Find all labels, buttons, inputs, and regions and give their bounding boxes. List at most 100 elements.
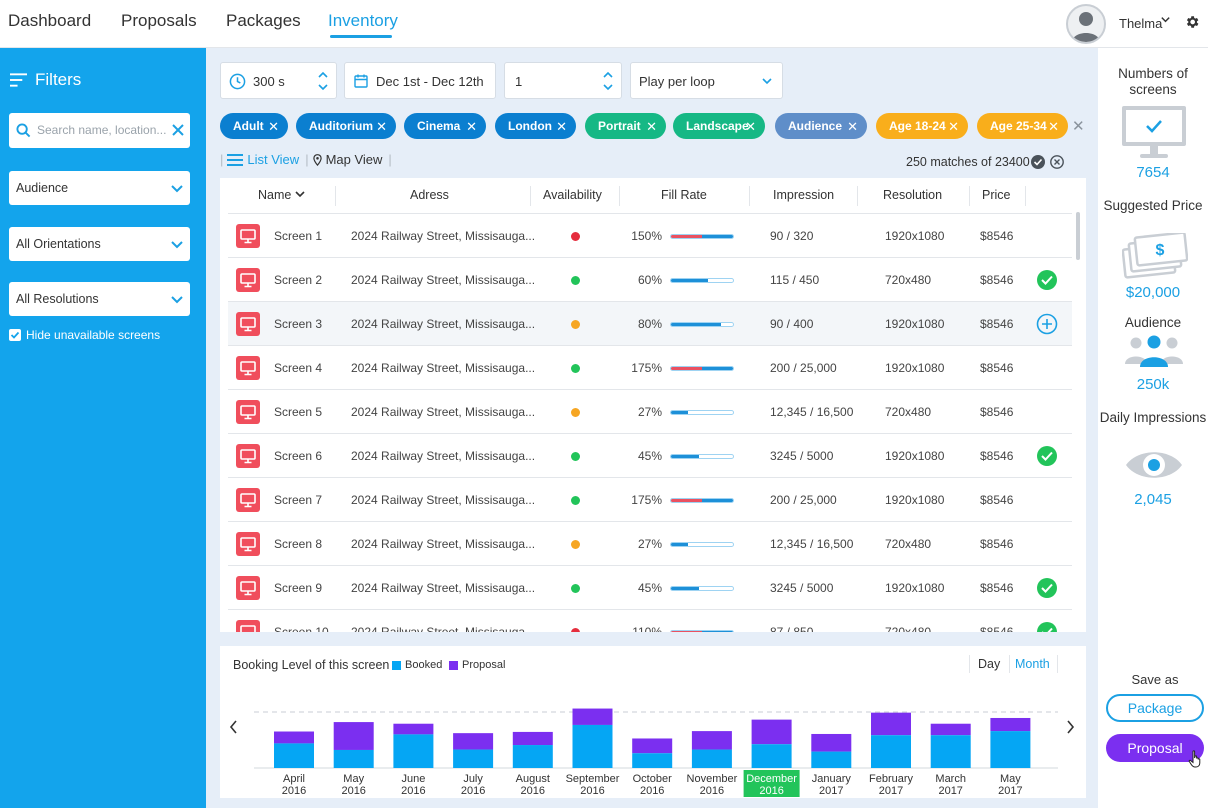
table-row[interactable]: Screen 1 2024 Railway Street, Missisauga.… <box>228 214 1072 258</box>
remove-chip-icon[interactable]: ✕ <box>376 119 387 134</box>
selected-check-icon[interactable] <box>1036 577 1058 599</box>
list-view-button[interactable]: List View <box>247 152 300 167</box>
tab-proposals[interactable]: Proposals <box>121 11 197 30</box>
booked-bar[interactable] <box>632 753 673 768</box>
remove-chip-icon[interactable]: ✕ <box>646 119 657 134</box>
table-row[interactable]: Screen 2 2024 Railway Street, Missisauga.… <box>228 258 1072 302</box>
remove-chip-icon[interactable]: ✕ <box>948 119 959 134</box>
booked-bar[interactable] <box>871 735 911 768</box>
booked-bar[interactable] <box>691 749 732 768</box>
proposal-bar[interactable] <box>811 733 852 752</box>
proposal-bar[interactable] <box>453 733 494 750</box>
tab-dashboard[interactable]: Dashboard <box>8 11 92 30</box>
orientations-select[interactable]: All Orientations <box>9 227 190 261</box>
table-row[interactable]: Screen 10 2024 Railway Street, Missisauga… <box>228 610 1072 632</box>
gear-icon[interactable] <box>1184 14 1200 35</box>
filter-chip[interactable]: Age 18-24 ✕ <box>876 113 968 139</box>
remove-chip-icon[interactable]: ✕ <box>556 119 567 134</box>
selected-check-icon[interactable] <box>1036 445 1058 467</box>
filter-chip[interactable]: Landscape ✕ <box>673 113 765 139</box>
month-label[interactable]: November <box>687 773 738 785</box>
filter-chip[interactable]: Adult ✕ <box>220 113 288 139</box>
selected-check-icon[interactable] <box>1036 621 1058 632</box>
close-circle-icon[interactable] <box>1050 155 1064 169</box>
table-scrollbar[interactable] <box>1076 212 1080 260</box>
filter-chip[interactable]: Auditorium ✕ <box>296 113 396 139</box>
tab-packages[interactable]: Packages <box>226 11 301 30</box>
checkbox[interactable] <box>9 329 21 341</box>
remove-chip-icon[interactable]: ✕ <box>268 119 279 134</box>
month-label[interactable]: July <box>463 773 483 785</box>
audience-select[interactable]: Audience <box>9 171 190 205</box>
chart-next-icon[interactable] <box>1067 720 1075 734</box>
month-label[interactable]: March <box>935 773 966 785</box>
booked-bar[interactable] <box>930 735 971 768</box>
proposal-bar[interactable] <box>572 708 613 725</box>
month-label[interactable]: May <box>343 773 364 785</box>
day-toggle[interactable]: Day <box>978 657 1001 671</box>
clear-all-filters-icon[interactable]: ✕ <box>1072 118 1085 135</box>
booked-bar[interactable] <box>990 731 1031 768</box>
month-toggle[interactable]: Month <box>1015 657 1050 671</box>
clear-search-icon[interactable] <box>172 124 184 136</box>
date-range-picker[interactable]: Dec 1st - Dec 12th <box>344 62 496 99</box>
column-header-resolution[interactable]: Resolution <box>883 188 943 202</box>
resolutions-select[interactable]: All Resolutions <box>9 282 190 316</box>
month-label[interactable]: January <box>812 773 852 785</box>
save-proposal-button[interactable]: Proposal <box>1106 734 1204 762</box>
month-label[interactable]: August <box>516 773 550 785</box>
booked-bar[interactable] <box>274 743 314 768</box>
remove-chip-icon[interactable]: ✕ <box>745 119 756 134</box>
tab-inventory[interactable]: Inventory <box>328 11 398 30</box>
booked-bar[interactable] <box>393 734 434 768</box>
check-circle-icon[interactable] <box>1031 155 1045 169</box>
proposal-bar[interactable] <box>333 722 374 750</box>
chevron-down-icon[interactable] <box>1160 14 1171 28</box>
table-row[interactable]: Screen 4 2024 Railway Street, Missisauga.… <box>228 346 1072 390</box>
map-pin-icon[interactable] <box>312 153 322 166</box>
column-header-price[interactable]: Price <box>982 188 1011 202</box>
hide-unavailable-toggle[interactable]: Hide unavailable screens <box>9 328 160 342</box>
search-input[interactable]: Search name, location... <box>37 123 167 137</box>
booked-bar[interactable] <box>811 751 852 768</box>
filter-chip[interactable]: Portrait ✕ <box>585 113 666 139</box>
selected-check-icon[interactable] <box>1036 269 1058 291</box>
table-row[interactable]: Screen 7 2024 Railway Street, Missisauga.… <box>228 478 1072 522</box>
month-label[interactable]: April <box>283 773 305 785</box>
booked-bar[interactable] <box>512 745 553 768</box>
filter-chip[interactable]: Age 25-34 ✕ <box>977 113 1068 139</box>
search-field[interactable]: Search name, location... <box>9 113 190 148</box>
table-row[interactable]: Screen 8 2024 Railway Street, Missisauga.… <box>228 522 1072 566</box>
column-header-name[interactable]: Name <box>258 188 305 202</box>
table-row[interactable]: Screen 5 2024 Railway Street, Missisauga.… <box>228 390 1072 434</box>
chart-prev-icon[interactable] <box>229 720 237 734</box>
month-label[interactable]: September <box>566 773 620 785</box>
table-row[interactable]: Screen 9 2024 Railway Street, Missisauga.… <box>228 566 1072 610</box>
proposal-bar[interactable] <box>871 712 911 736</box>
booked-bar[interactable] <box>453 749 494 768</box>
filter-chip[interactable]: London ✕ <box>495 113 576 139</box>
booked-bar[interactable] <box>751 744 792 768</box>
column-header-availability[interactable]: Availability <box>543 188 602 202</box>
user-name[interactable]: Thelma <box>1119 16 1163 31</box>
save-package-button[interactable]: Package <box>1106 694 1204 722</box>
month-label[interactable]: February <box>869 773 914 785</box>
list-icon[interactable] <box>227 153 244 166</box>
month-label[interactable]: December <box>746 773 797 785</box>
proposal-bar[interactable] <box>691 731 732 750</box>
remove-chip-icon[interactable]: ✕ <box>847 119 858 134</box>
proposal-bar[interactable] <box>751 719 792 745</box>
month-label[interactable]: May <box>1000 773 1021 785</box>
filter-chip[interactable]: Cinema ✕ <box>404 113 486 139</box>
stepper-arrows-icon[interactable] <box>602 69 614 93</box>
proposal-bar[interactable] <box>632 738 673 754</box>
proposal-bar[interactable] <box>512 731 553 746</box>
filter-chip[interactable]: Audience ✕ <box>775 113 867 139</box>
booked-bar[interactable] <box>572 724 613 768</box>
map-view-button[interactable]: Map View <box>325 152 383 167</box>
proposal-bar[interactable] <box>274 731 314 744</box>
column-header-address[interactable]: Adress <box>410 188 449 202</box>
proposal-bar[interactable] <box>990 717 1031 732</box>
booked-bar[interactable] <box>333 749 374 768</box>
column-header-fill-rate[interactable]: Fill Rate <box>661 188 707 202</box>
